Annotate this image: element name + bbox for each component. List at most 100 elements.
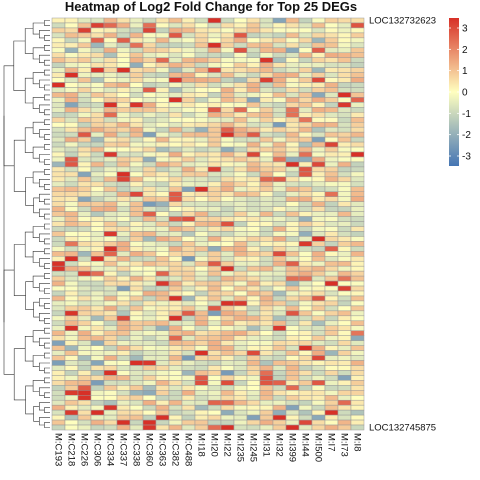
heatmap-cell <box>220 350 235 356</box>
heatmap-cell <box>272 305 287 312</box>
heatmap-cell <box>285 315 300 322</box>
heatmap-cell <box>116 231 131 237</box>
heatmap-cell <box>259 191 274 197</box>
heatmap-cell <box>311 136 326 143</box>
heatmap-cell <box>207 161 222 168</box>
heatmap-cell <box>272 414 287 421</box>
heatmap-cell <box>64 196 79 202</box>
heatmap-cell <box>350 131 365 138</box>
heatmap-cell <box>51 231 66 237</box>
heatmap-cell <box>51 92 66 98</box>
heatmap-cell <box>298 265 313 272</box>
heatmap-cell <box>194 221 209 227</box>
heatmap-cell <box>350 17 365 24</box>
heatmap-cell <box>168 117 183 123</box>
heatmap-cell <box>285 424 300 431</box>
heatmap-cell <box>103 340 118 346</box>
heatmap-cell <box>51 370 66 376</box>
heatmap-cell <box>311 121 326 128</box>
heatmap-cell <box>142 107 157 113</box>
heatmap-cell <box>116 42 131 49</box>
heatmap-cell <box>90 87 105 93</box>
heatmap-cell <box>233 82 248 88</box>
heatmap-cell <box>51 221 66 227</box>
heatmap-cell <box>272 216 287 222</box>
heatmap-cell <box>350 136 365 143</box>
heatmap-cell <box>285 77 300 83</box>
heatmap-cell <box>51 47 66 53</box>
heatmap-cell <box>233 57 248 63</box>
heatmap-cell <box>77 52 92 58</box>
heatmap-cell <box>64 176 79 183</box>
heatmap-cell <box>64 310 79 317</box>
heatmap-cell <box>311 211 326 217</box>
heatmap-cell <box>103 375 118 381</box>
dendrogram-branch <box>44 35 50 41</box>
heatmap-cell <box>64 295 79 302</box>
heatmap-cell <box>350 52 365 58</box>
column-label: M:I500 <box>313 433 324 462</box>
heatmap-cell <box>207 330 222 336</box>
heatmap-cell <box>233 77 248 83</box>
heatmap-cell <box>298 290 313 297</box>
heatmap-cell <box>246 112 261 118</box>
heatmap-cell <box>181 395 196 401</box>
heatmap-cell <box>272 365 287 371</box>
heatmap-cell <box>350 300 365 307</box>
heatmap-cell <box>246 360 261 366</box>
heatmap-cell <box>272 375 287 381</box>
heatmap-cell <box>90 330 105 336</box>
heatmap-cell <box>155 246 170 252</box>
heatmap-cell <box>155 57 170 63</box>
heatmap-cell <box>272 32 287 39</box>
heatmap-cell <box>337 97 352 103</box>
heatmap-cell <box>168 260 183 267</box>
heatmap-cell <box>51 360 66 366</box>
heatmap-cell <box>77 399 92 406</box>
heatmap-cell <box>311 171 326 178</box>
heatmap-cell <box>77 211 92 217</box>
heatmap-cell <box>51 335 66 341</box>
heatmap-cell <box>311 310 326 317</box>
heatmap-cell <box>207 414 222 421</box>
heatmap-cell <box>64 141 79 148</box>
heatmap-cell <box>233 52 248 58</box>
heatmap-cell <box>272 77 287 83</box>
heatmap-cell <box>77 57 92 63</box>
heatmap-cell <box>64 241 79 247</box>
heatmap-cell <box>337 17 352 24</box>
dendrogram-branch <box>32 355 45 367</box>
heatmap-cell <box>168 404 183 411</box>
heatmap-cell <box>220 375 235 381</box>
heatmap-cell <box>103 181 118 188</box>
heatmap-cell <box>77 117 92 123</box>
heatmap-cell <box>233 325 248 331</box>
dendrogram-branch <box>32 171 45 184</box>
heatmap-cell <box>285 295 300 302</box>
heatmap-cell <box>350 176 365 183</box>
heatmap-cell <box>90 256 105 262</box>
heatmap-cell <box>207 102 222 108</box>
column-label: M:I73 <box>339 433 350 457</box>
heatmap-cell <box>129 181 144 188</box>
heatmap-cell <box>142 246 157 252</box>
heatmap-cell <box>129 280 144 287</box>
heatmap-cell <box>311 375 326 381</box>
heatmap-cell <box>285 256 300 262</box>
heatmap-cell <box>51 97 66 103</box>
heatmap-cell <box>129 390 144 396</box>
heatmap-cell <box>90 221 105 227</box>
heatmap-cell <box>246 191 261 197</box>
heatmap-cell <box>350 211 365 217</box>
heatmap-cell <box>298 102 313 108</box>
heatmap-cell <box>103 171 118 178</box>
heatmap-cell <box>64 330 79 336</box>
heatmap-cell <box>129 216 144 222</box>
heatmap-cell <box>194 27 209 34</box>
heatmap-cell <box>155 42 170 49</box>
heatmap-cell <box>285 17 300 24</box>
heatmap-cell <box>90 156 105 163</box>
heatmap-cell <box>181 151 196 158</box>
heatmap-cell <box>350 87 365 93</box>
heatmap-cell <box>155 424 170 431</box>
